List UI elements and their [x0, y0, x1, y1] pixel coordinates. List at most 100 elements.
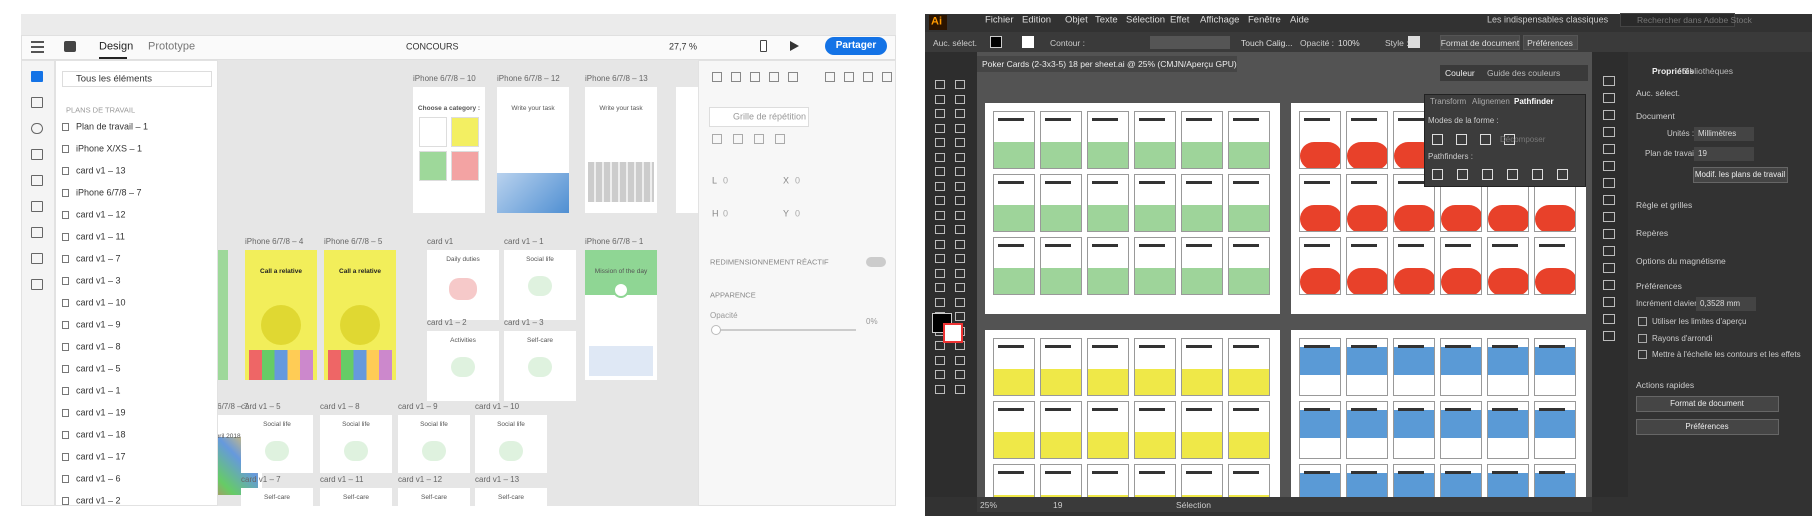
pathfinder-btn[interactable] — [1432, 169, 1443, 180]
panel-icon[interactable] — [1603, 76, 1615, 86]
tool-icon[interactable] — [935, 384, 945, 394]
tool-icon[interactable] — [935, 123, 945, 133]
artboard[interactable]: Self-care — [241, 488, 313, 506]
layer-item[interactable]: card v1 – 6 — [76, 473, 121, 484]
artboard[interactable]: Social life — [504, 250, 576, 320]
layer-item[interactable]: card v1 – 19 — [76, 407, 126, 418]
menu-item[interactable]: Objet — [1065, 14, 1088, 26]
panel-icon[interactable] — [1603, 280, 1615, 290]
fill-swatch[interactable] — [990, 36, 1002, 48]
align-icon[interactable] — [769, 72, 779, 82]
checkbox[interactable] — [1638, 350, 1647, 359]
tool-icon[interactable] — [955, 210, 965, 220]
panel-icon[interactable] — [1603, 178, 1615, 188]
tool-icon[interactable] — [955, 225, 965, 234]
artboard[interactable]: Self-care — [320, 488, 392, 506]
layer-item[interactable]: card v1 – 3 — [76, 275, 121, 286]
tool-icon[interactable] — [935, 196, 945, 205]
artboard[interactable]: Activities — [427, 331, 499, 401]
pathfinder-btn[interactable] — [1532, 169, 1543, 180]
panel-tab[interactable]: Transform — [1430, 97, 1467, 106]
edit-artboards-btn[interactable] — [1693, 167, 1788, 183]
prop-value[interactable]: 19 — [1698, 149, 1707, 158]
tool-icon[interactable] — [935, 94, 945, 104]
tool-icon[interactable] — [935, 239, 945, 249]
prefs-btn[interactable] — [1523, 35, 1578, 50]
artboard[interactable]: Call a relative — [245, 250, 317, 380]
panel-icon[interactable] — [1603, 297, 1615, 307]
doc-tab[interactable] — [977, 56, 1237, 72]
zoom[interactable]: 27,7 % — [669, 41, 698, 52]
artboard[interactable]: Self-care — [475, 488, 547, 506]
tool-icon[interactable] — [955, 196, 965, 205]
layer-item[interactable]: iPhone 6/7/8 – 7 — [76, 187, 142, 198]
artboard[interactable]: Write your task — [497, 87, 569, 213]
layer-item[interactable]: Plan de travail – 1 — [76, 121, 149, 132]
toggle[interactable] — [866, 257, 886, 267]
tool-icon[interactable] — [955, 370, 965, 379]
tool-icon[interactable] — [955, 297, 965, 307]
layer-item[interactable]: card v1 – 7 — [76, 253, 121, 264]
panel-icon[interactable] — [1603, 212, 1615, 222]
menu-item[interactable]: Sélection — [1126, 14, 1166, 26]
tool-icon[interactable] — [955, 123, 965, 133]
tool-icon[interactable] — [955, 109, 965, 118]
tool-icon[interactable] — [955, 239, 965, 249]
panel-tab[interactable]: Propriétés — [1652, 65, 1695, 76]
share-label[interactable]: Partager — [835, 40, 877, 51]
pathfinder-btn[interactable] — [1557, 169, 1568, 180]
checkbox[interactable] — [1638, 333, 1647, 343]
panel-icon[interactable] — [1603, 161, 1615, 171]
shape-mode-btn[interactable] — [1456, 134, 1467, 145]
status-zoom[interactable]: 25% — [980, 499, 998, 510]
check-label[interactable]: Rayons d'arrondi — [1652, 333, 1713, 343]
button-label[interactable]: Préférences — [1527, 37, 1573, 48]
tool-icon[interactable] — [31, 279, 43, 290]
panel-btn[interactable]: Décomposer — [1500, 135, 1546, 144]
panel-tab[interactable]: Guide des couleurs — [1487, 67, 1561, 78]
tool-icon[interactable] — [935, 167, 945, 176]
key-field[interactable] — [1696, 297, 1756, 311]
tool-icon[interactable] — [955, 283, 965, 292]
button-label[interactable]: Modif. les plans de travail — [1694, 170, 1786, 179]
align-icon[interactable] — [712, 72, 722, 82]
menu-item[interactable]: Aide — [1290, 14, 1310, 26]
panel-tab[interactable]: Bibliothèques — [1682, 65, 1734, 76]
panel-icon[interactable] — [1603, 110, 1615, 120]
tool-icon[interactable] — [955, 138, 965, 147]
align-icon[interactable] — [731, 72, 741, 82]
menu-item[interactable]: Fenêtre — [1248, 14, 1281, 26]
tool-icon[interactable] — [31, 71, 43, 82]
tool-icon[interactable] — [955, 80, 965, 89]
hamburger[interactable] — [31, 41, 44, 53]
tool-icon[interactable] — [955, 181, 965, 191]
align-icon[interactable] — [844, 72, 854, 82]
control-label[interactable]: Touch Calig... — [1241, 37, 1293, 48]
panel-icon[interactable] — [1603, 93, 1615, 103]
tool-icon[interactable] — [955, 268, 965, 278]
tool-icon[interactable] — [31, 175, 43, 186]
pathfinder-btn[interactable] — [1507, 169, 1518, 180]
align-icon[interactable] — [882, 72, 892, 82]
opacity-slider[interactable] — [716, 329, 856, 331]
tool-icon[interactable] — [955, 254, 965, 263]
check-label[interactable]: Mettre à l'échelle les contours et les e… — [1652, 350, 1801, 359]
tool-icon[interactable] — [955, 152, 965, 162]
panel-icon[interactable] — [1603, 246, 1615, 256]
search-field[interactable] — [1620, 13, 1735, 27]
panel-icon[interactable] — [1603, 331, 1615, 341]
layer-item[interactable]: card v1 – 8 — [76, 341, 121, 352]
workspace[interactable]: Les indispensables classiques — [1487, 14, 1609, 25]
align-icon[interactable] — [788, 72, 798, 82]
layer-item[interactable]: card v1 – 11 — [76, 231, 125, 242]
artboard[interactable]: Write your task — [585, 87, 657, 213]
tool-icon[interactable] — [935, 297, 945, 307]
tool-icon[interactable] — [935, 181, 945, 191]
panel-tab[interactable]: Pathfinder — [1514, 97, 1554, 106]
button-label[interactable]: Préférences — [1685, 422, 1729, 431]
tool-icon[interactable] — [31, 201, 43, 212]
checkbox[interactable] — [1638, 317, 1647, 326]
stroke-field[interactable] — [1150, 36, 1230, 49]
tool-icon[interactable] — [31, 253, 43, 264]
pathfinder-btn[interactable] — [1482, 169, 1493, 180]
